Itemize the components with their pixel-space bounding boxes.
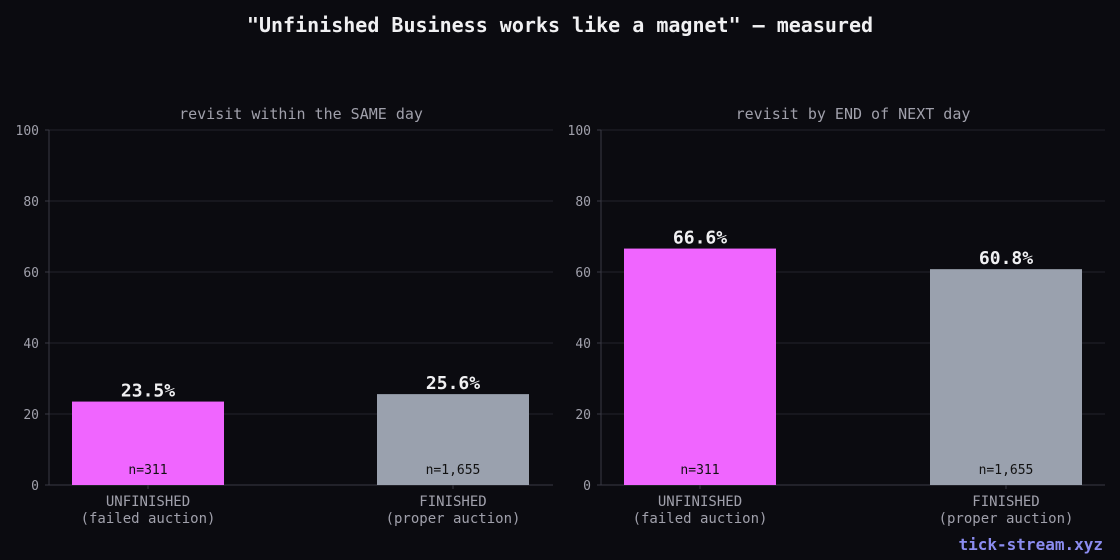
y-tick-label: 40 bbox=[575, 337, 591, 352]
bar-value-label: 60.8% bbox=[979, 248, 1033, 269]
bar-value-label: 25.6% bbox=[426, 373, 480, 394]
y-tick-label: 0 bbox=[583, 479, 591, 494]
x-tick-label: UNFINISHED (failed auction) bbox=[81, 494, 216, 527]
x-tick-label: FINISHED (proper auction) bbox=[939, 494, 1074, 527]
bar bbox=[930, 269, 1082, 485]
x-tick-label-line: (proper auction) bbox=[939, 511, 1074, 527]
bar-value-label: 23.5% bbox=[121, 381, 175, 402]
x-tick-label-line: UNFINISHED bbox=[106, 494, 190, 510]
bar-n-label: n=1,655 bbox=[979, 463, 1034, 478]
y-tick-label: 80 bbox=[23, 195, 39, 210]
y-tick-label: 20 bbox=[575, 408, 591, 423]
y-tick-label: 60 bbox=[575, 266, 591, 281]
y-tick-label: 100 bbox=[16, 124, 39, 139]
bar-n-label: n=311 bbox=[680, 463, 719, 478]
bar-value-label: 66.6% bbox=[673, 228, 727, 249]
x-tick-label-line: (failed auction) bbox=[633, 511, 768, 527]
x-tick-label-line: FINISHED bbox=[419, 494, 486, 510]
x-tick-label-line: (failed auction) bbox=[81, 511, 216, 527]
chart-title: "Unfinished Business works like a magnet… bbox=[246, 13, 874, 37]
y-tick-label: 100 bbox=[568, 124, 591, 139]
chart-panel-next-day: 0 20 40 60 80 100 revisit by END of NEXT day 66… bbox=[568, 105, 1105, 527]
panel-title: revisit within the SAME day bbox=[179, 105, 423, 123]
bar-n-label: n=311 bbox=[128, 463, 167, 478]
y-tick-label: 40 bbox=[23, 337, 39, 352]
bar bbox=[377, 394, 529, 485]
bar bbox=[72, 401, 224, 485]
panel-title: revisit by END of NEXT day bbox=[736, 105, 971, 123]
y-tick-label: 20 bbox=[23, 408, 39, 423]
y-tick-label: 0 bbox=[31, 479, 39, 494]
y-tick-label: 80 bbox=[575, 195, 591, 210]
x-tick-label-line: (proper auction) bbox=[386, 511, 521, 527]
x-tick-label: FINISHED (proper auction) bbox=[386, 494, 521, 527]
x-tick-label-line: FINISHED bbox=[972, 494, 1039, 510]
bar bbox=[624, 248, 776, 485]
y-tick-label: 60 bbox=[23, 266, 39, 281]
chart-panel-same-day: 0 20 40 60 80 100 revisit within the SAME day 2… bbox=[16, 105, 553, 527]
x-tick-label: UNFINISHED (failed auction) bbox=[633, 494, 768, 527]
bar-n-label: n=1,655 bbox=[426, 463, 481, 478]
watermark: tick-stream.xyz bbox=[958, 535, 1104, 554]
x-tick-label-line: UNFINISHED bbox=[658, 494, 742, 510]
